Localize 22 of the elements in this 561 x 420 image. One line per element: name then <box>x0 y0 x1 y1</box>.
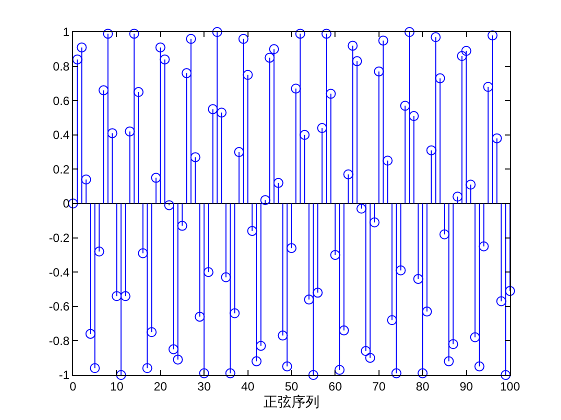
y-tick-label: -0.4 <box>48 265 70 280</box>
x-tick-label: 70 <box>372 379 386 394</box>
y-tick-label: 0.4 <box>52 128 70 142</box>
y-tick-label: -0.8 <box>48 334 70 348</box>
x-tick-label: 20 <box>154 379 168 394</box>
y-tick-label: -1 <box>58 368 70 382</box>
y-tick-label: -0.2 <box>48 231 70 245</box>
x-tick-label: 40 <box>241 379 255 394</box>
x-tick-label: 10 <box>110 379 124 394</box>
x-tick-label: 100 <box>500 379 520 394</box>
y-tick-label: 0.6 <box>52 94 70 108</box>
y-tick-label: 0.2 <box>52 162 70 176</box>
x-tick-label: 80 <box>416 379 430 394</box>
y-tick-label: -0.6 <box>48 300 70 314</box>
y-tick-label: 0 <box>62 196 70 211</box>
x-tick-label: 90 <box>460 379 474 394</box>
x-tick-label: 60 <box>328 379 342 394</box>
x-tick-label: 50 <box>284 379 298 394</box>
x-axis-title: 正弦序列 <box>264 394 320 410</box>
y-tick-label: 1 <box>62 25 70 40</box>
x-tick-label: 30 <box>197 379 212 394</box>
y-tick-label: 0.8 <box>52 60 70 74</box>
